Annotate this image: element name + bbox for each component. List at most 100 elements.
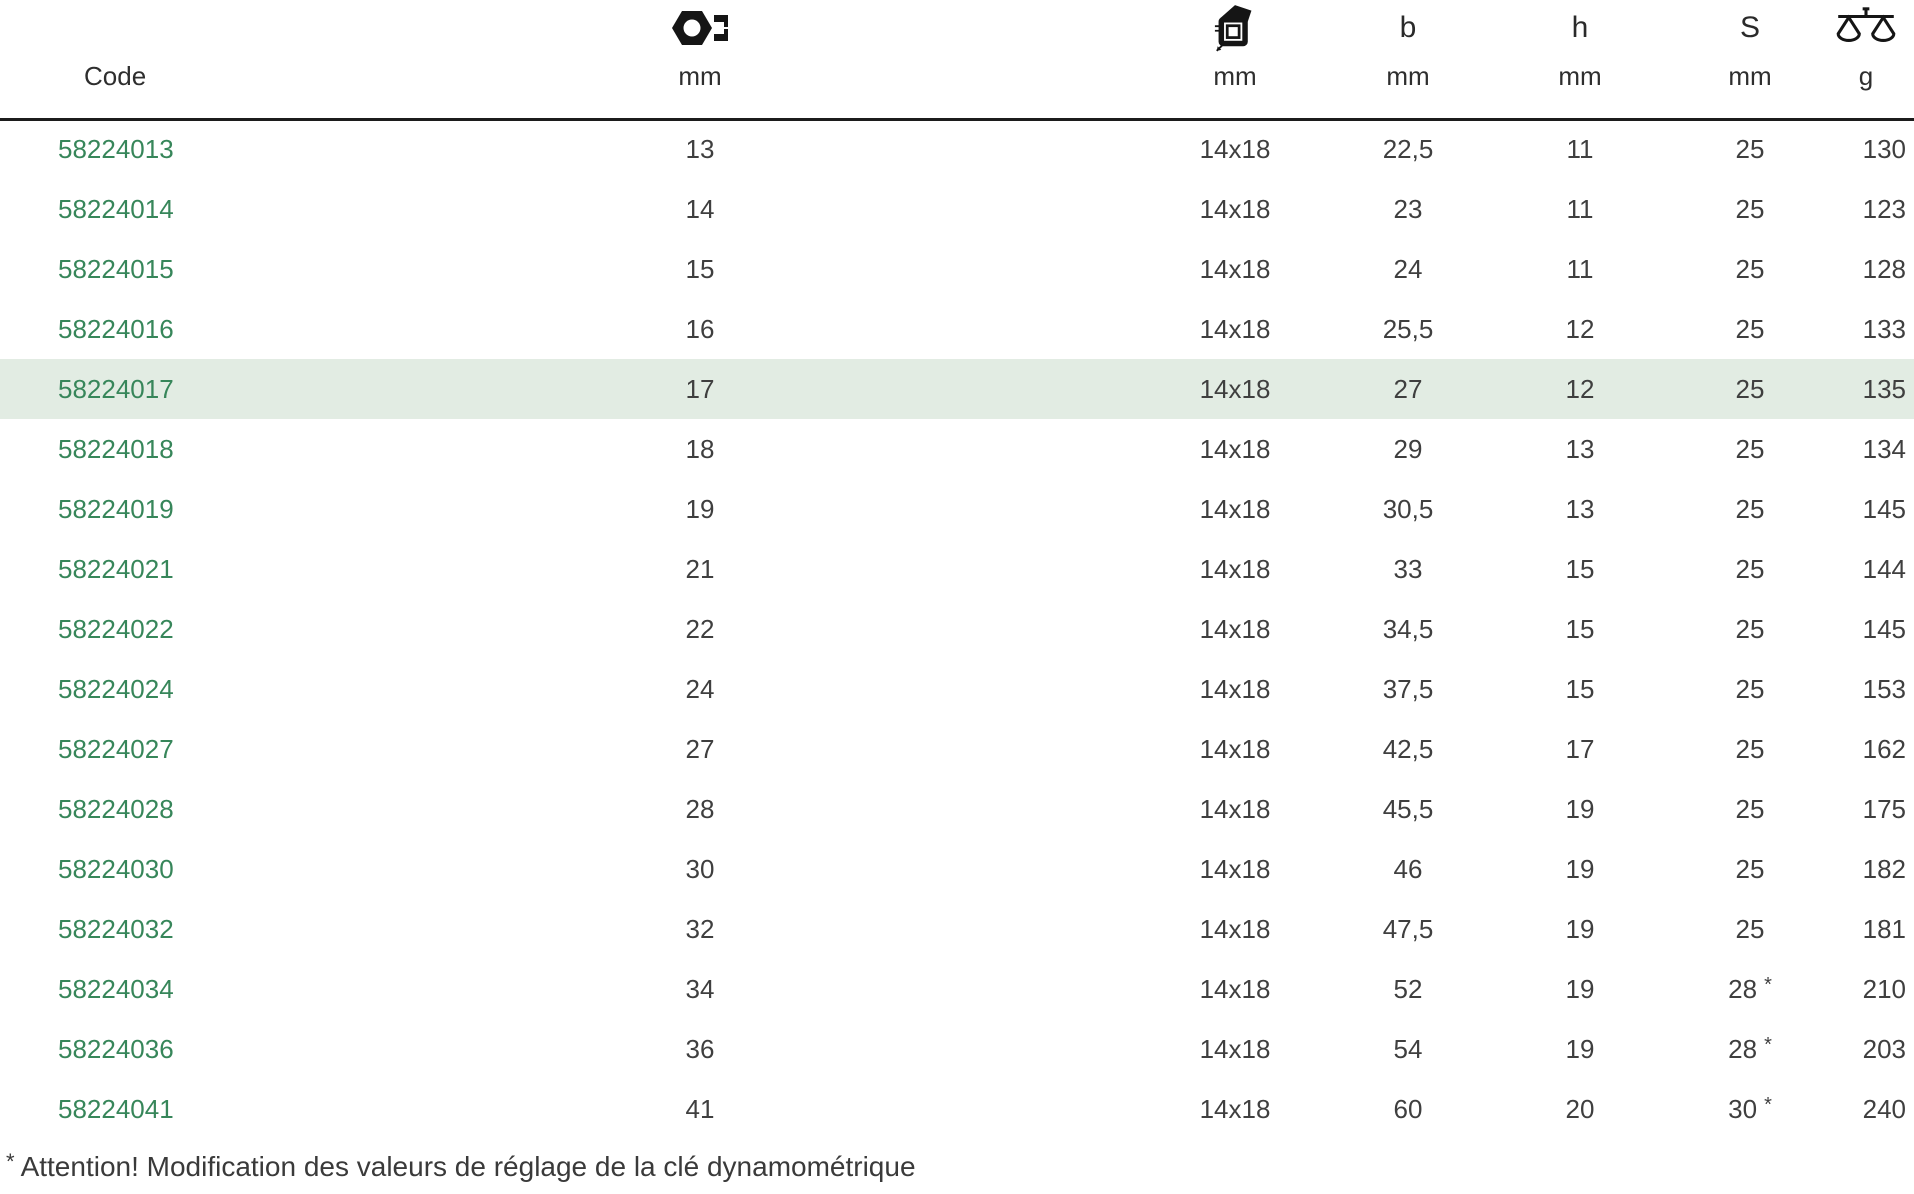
cell-s-mm: 25 [1735, 433, 1765, 464]
column-header-wrench-size: mm [286, 0, 1114, 121]
cell-b-mm: 23 [1393, 193, 1423, 224]
cell-weight-g: 203 [1862, 1033, 1906, 1064]
cell-weight-g: 133 [1862, 313, 1906, 344]
cell-s-mm: 25 [1700, 359, 1800, 419]
table-row[interactable]: 58224016 16 14x18 25,5 12 25 133 [0, 299, 1914, 359]
table-row[interactable]: 58224022 22 14x18 34,5 15 25 145 [0, 599, 1914, 659]
cell-h-mm: 13 [1565, 433, 1595, 464]
cell-h-mm: 15 [1565, 613, 1595, 644]
product-code-link[interactable]: 58224017 [0, 359, 286, 419]
table-row[interactable]: 58224014 14 14x18 23 11 25 123 [0, 179, 1914, 239]
product-code-link[interactable]: 58224036 [58, 1033, 174, 1064]
s-asterisk: * [1764, 973, 1772, 996]
s-unit: mm [1728, 61, 1772, 91]
cell-b-mm: 27 [1356, 359, 1460, 419]
table-row[interactable]: 58224028 28 14x18 45,5 19 25 175 [0, 779, 1914, 839]
column-header-drive: mm [1114, 0, 1356, 121]
cell-drive-mm: 14x18 [1199, 433, 1271, 464]
cell-drive-mm: 14x18 [1199, 913, 1271, 944]
cell-s-mm: 25 [1735, 134, 1765, 165]
column-header-code: Code [0, 0, 286, 121]
cell-b-mm: 33 [1393, 553, 1423, 584]
cell-b-mm: 54 [1393, 1033, 1423, 1064]
cell-h-mm: 11 [1566, 193, 1594, 224]
cell-drive-mm: 14x18 [1199, 673, 1271, 704]
cell-weight-g: 135 [1800, 359, 1914, 419]
product-code-link[interactable]: 58224034 [58, 973, 174, 1004]
cell-wrench-size-mm: 24 [685, 673, 715, 704]
table-row[interactable]: 58224032 32 14x18 47,5 19 25 181 [0, 899, 1914, 959]
cell-weight-g: 175 [1862, 793, 1906, 824]
cell-weight-g: 128 [1862, 253, 1906, 284]
h-unit: mm [1558, 61, 1602, 91]
table-header: Code [0, 0, 1914, 121]
cell-h-mm: 19 [1565, 913, 1595, 944]
cell-drive-mm: 14x18 [1199, 193, 1271, 224]
cell-h-mm: 12 [1565, 313, 1595, 344]
product-code-link[interactable]: 58224019 [58, 493, 174, 524]
table-row[interactable]: 58224041 41 14x18 60 20 30 * 240 [0, 1079, 1914, 1139]
table-row[interactable]: 58224030 30 14x18 46 19 25 182 [0, 839, 1914, 899]
cell-b-mm: 37,5 [1382, 673, 1434, 704]
cell-s-mm: 25 [1735, 673, 1765, 704]
table-row[interactable]: 58224015 15 14x18 24 11 25 128 [0, 239, 1914, 299]
cell-h-mm: 11 [1566, 253, 1594, 284]
cell-weight-g: 130 [1862, 134, 1906, 165]
cell-s-mm: 25 [1735, 733, 1765, 764]
cell-b-mm: 24 [1393, 253, 1423, 284]
product-code-link[interactable]: 58224021 [58, 553, 174, 584]
table-body: 58224013 13 14x18 22,5 11 25 130 5822401… [0, 119, 1914, 1139]
product-code-link[interactable]: 58224032 [58, 913, 174, 944]
cell-s-mm: 25 [1735, 913, 1765, 944]
product-code-link[interactable]: 58224015 [58, 253, 174, 284]
cell-s-mm: 25 [1735, 793, 1765, 824]
cell-h-mm: 11 [1566, 134, 1594, 165]
cell-wrench-size-mm: 13 [685, 134, 715, 165]
product-code-link[interactable]: 58224027 [58, 733, 174, 764]
cell-wrench-size-mm: 28 [685, 793, 715, 824]
cell-wrench-size-mm: 15 [685, 253, 715, 284]
cell-b-mm: 45,5 [1382, 793, 1434, 824]
table-row[interactable]: 58224021 21 14x18 33 15 25 144 [0, 539, 1914, 599]
cell-h-mm: 17 [1565, 733, 1595, 764]
product-code-link[interactable]: 58224014 [58, 193, 174, 224]
weight-unit: g [1858, 61, 1874, 91]
product-code-link[interactable]: 58224016 [58, 313, 174, 344]
cell-drive-mm: 14x18 [1114, 359, 1356, 419]
product-code-link[interactable]: 58224018 [58, 433, 174, 464]
table-row[interactable]: 58224017 17 14x18 27 12 25 135 [0, 359, 1914, 419]
product-code-link[interactable]: 58224030 [58, 853, 174, 884]
cell-b-mm: 30,5 [1382, 493, 1434, 524]
cell-b-mm: 22,5 [1382, 134, 1434, 165]
product-code-link[interactable]: 58224013 [58, 134, 174, 165]
product-code-link[interactable]: 58224022 [58, 613, 174, 644]
cell-drive-mm: 14x18 [1199, 1033, 1271, 1064]
wrench-size-unit: mm [678, 61, 722, 91]
cell-b-mm: 42,5 [1382, 733, 1434, 764]
cell-wrench-size-mm: 36 [685, 1033, 715, 1064]
table-row[interactable]: 58224034 34 14x18 52 19 28 * 210 [0, 959, 1914, 1019]
cell-h-mm: 19 [1565, 1033, 1595, 1064]
product-code-link[interactable]: 58224024 [58, 673, 174, 704]
cell-s-mm: 25 [1735, 193, 1765, 224]
cell-s-mm: 30 * [1728, 1093, 1772, 1124]
table-row[interactable]: 58224018 18 14x18 29 13 25 134 [0, 419, 1914, 479]
code-header-label: Code [84, 61, 147, 91]
cell-b-mm: 52 [1393, 973, 1423, 1004]
cell-wrench-size-mm: 41 [685, 1093, 715, 1124]
cell-drive-mm: 14x18 [1199, 793, 1271, 824]
product-code-link[interactable]: 58224028 [58, 793, 174, 824]
footnote-text: Attention! Modification des valeurs de r… [20, 1151, 916, 1182]
table-row[interactable]: 58224027 27 14x18 42,5 17 25 162 [0, 719, 1914, 779]
column-header-h: h mm [1460, 0, 1700, 121]
cell-weight-g: 240 [1862, 1093, 1906, 1124]
cell-s-mm: 28 * [1728, 1033, 1772, 1064]
product-code-link[interactable]: 58224041 [58, 1093, 174, 1124]
table-row[interactable]: 58224024 24 14x18 37,5 15 25 153 [0, 659, 1914, 719]
table-row[interactable]: 58224013 13 14x18 22,5 11 25 130 [0, 119, 1914, 179]
table-row[interactable]: 58224019 19 14x18 30,5 13 25 145 [0, 479, 1914, 539]
column-header-weight: g [1800, 0, 1914, 121]
table-row[interactable]: 58224036 36 14x18 54 19 28 * 203 [0, 1019, 1914, 1079]
s-asterisk: * [1764, 1033, 1772, 1056]
cell-wrench-size-mm: 14 [685, 193, 715, 224]
